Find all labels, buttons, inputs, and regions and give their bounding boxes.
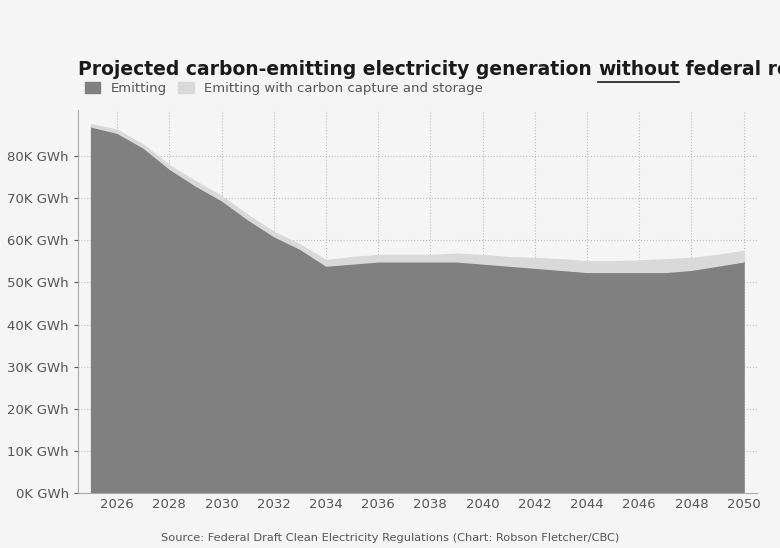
Text: federal regulations: 2025 to 2050: federal regulations: 2025 to 2050 <box>679 60 780 79</box>
Legend: Emitting, Emitting with carbon capture and storage: Emitting, Emitting with carbon capture a… <box>84 82 483 95</box>
Text: Source: Federal Draft Clean Electricity Regulations (Chart: Robson Fletcher/CBC): Source: Federal Draft Clean Electricity … <box>161 533 619 543</box>
Text: without: without <box>598 60 679 79</box>
Text: Projected carbon-emitting electricity generation: Projected carbon-emitting electricity ge… <box>78 60 598 79</box>
